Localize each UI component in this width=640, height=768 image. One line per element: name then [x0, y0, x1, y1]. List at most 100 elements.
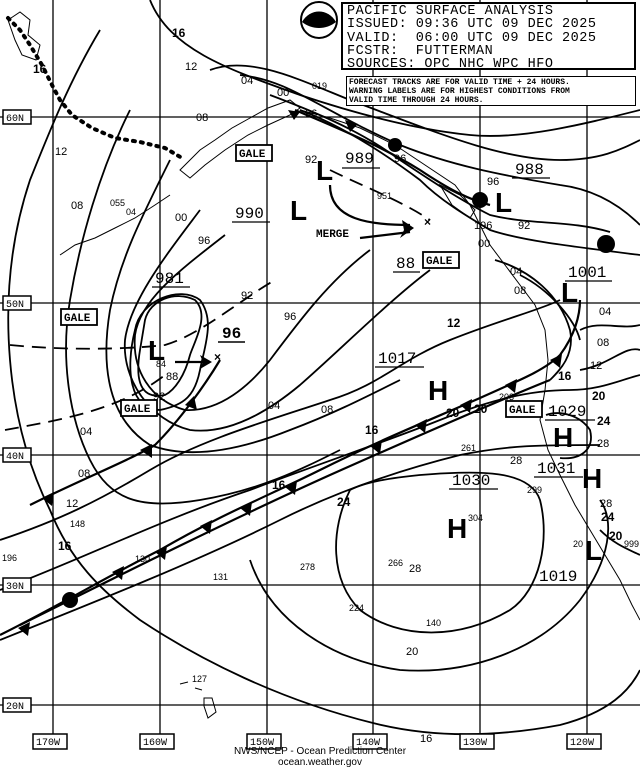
cold-front-secondary	[29, 359, 221, 506]
isobar	[65, 109, 341, 505]
cold-front-pip	[415, 419, 427, 433]
issued-time: ISSUED: 09:36 UTC 09 DEC 2025	[347, 17, 597, 33]
lat-label-box	[2, 295, 32, 311]
isobar-label: 12	[447, 316, 461, 330]
gale-warning: GALE	[64, 313, 91, 325]
station-value: 203	[499, 392, 514, 402]
fronts	[0, 108, 615, 636]
central-pressure: 989	[345, 150, 374, 168]
cold-front-pip	[185, 396, 197, 410]
stationary-front	[19, 378, 551, 626]
lat-label: 40N	[6, 452, 24, 463]
isobar	[545, 412, 592, 460]
cold-front-pip	[550, 354, 562, 368]
station-value: 84	[156, 359, 166, 369]
north-america-coast	[299, 109, 640, 621]
lon-label: 160W	[143, 738, 167, 749]
isobar-label: 96	[284, 311, 296, 323]
warm-front-pip	[388, 138, 402, 152]
arrowhead	[400, 220, 414, 238]
central-pressure: 1029	[548, 403, 586, 421]
lon-label-box	[459, 733, 495, 750]
latitude-labels: 60N 50N 40N 30N 20N	[2, 109, 32, 713]
cold-front-pip	[155, 546, 167, 560]
aleutian-islands	[59, 194, 171, 256]
station-value: 304	[468, 513, 483, 523]
low-center: L	[585, 535, 602, 566]
lon-label: 140W	[356, 738, 380, 749]
high-center: H	[447, 513, 467, 544]
cold-front-pip	[140, 444, 152, 458]
isobar-label: 24	[597, 414, 611, 428]
cold-front-pip	[42, 492, 54, 506]
gale-warning: GALE	[124, 404, 151, 416]
isobar-label: 20	[592, 389, 606, 403]
credit-agency: NWS/NCEP - Ocean Prediction Center	[233, 746, 407, 757]
station-value: 055	[110, 198, 125, 208]
arrowhead	[200, 355, 212, 369]
low-center: L	[561, 277, 578, 308]
trough-line	[9, 279, 276, 350]
front-pips	[18, 110, 615, 636]
sources: SOURCES: OPC NHC WPC HFO	[347, 57, 554, 73]
isobar-label: 16	[272, 478, 286, 492]
merge-annotation: MERGE	[316, 229, 349, 241]
isobar-label: 88	[166, 371, 178, 383]
isobar	[0, 299, 561, 541]
isobar	[129, 293, 209, 411]
isobar-label: 04	[510, 266, 522, 278]
notice-line: WARNING LABELS ARE FOR HIGHEST CONDITION…	[349, 87, 570, 96]
isobar-label: 08	[514, 285, 526, 297]
isobar	[299, 109, 640, 256]
central-pressure: 988	[515, 161, 544, 179]
lon-label-box	[352, 733, 388, 750]
isobar-label: 16	[58, 539, 72, 553]
isobar	[149, 0, 640, 137]
isobar-label: 12	[66, 498, 78, 510]
vancouver-island	[438, 183, 476, 219]
isobar-label: 08	[71, 200, 83, 212]
isobar-label: 96	[394, 153, 406, 165]
forecaster: FCSTR: FUTTERMAN	[347, 43, 494, 59]
station-value: 196	[2, 553, 17, 563]
isobar	[579, 324, 640, 331]
gale-warning-box	[60, 308, 98, 326]
alaska-peninsula-coast	[179, 99, 301, 179]
gale-warning: GALE	[239, 149, 266, 161]
isobar	[0, 444, 601, 641]
low-center: L	[148, 335, 165, 366]
station-value: 131	[213, 572, 228, 582]
station-value: 04	[126, 207, 136, 217]
lat-label: 50N	[6, 300, 24, 311]
low-center: L	[316, 155, 333, 186]
isobars	[0, 0, 640, 736]
isobar	[599, 529, 640, 556]
isobar-label: 16	[558, 369, 572, 383]
station-value: 278	[300, 562, 315, 572]
isobar-label: 92	[153, 391, 165, 403]
forecast-position-x: ×	[424, 215, 431, 229]
station-value: 148	[70, 519, 85, 529]
lon-label-box	[32, 733, 68, 750]
station-value: 261	[461, 443, 476, 453]
lat-label: 20N	[6, 702, 24, 713]
isobar-label: 12	[55, 146, 67, 158]
forecast-tracks: × ×	[175, 184, 431, 369]
isobar-label: 96	[487, 176, 499, 188]
high-center: H	[553, 422, 573, 453]
station-value: 299	[527, 485, 542, 495]
cold-front-pip	[112, 566, 124, 580]
lat-label: 30N	[6, 582, 24, 593]
station-value: 999	[624, 539, 639, 549]
gale-warning: GALE	[426, 256, 453, 268]
isobar-label: 20	[406, 646, 418, 658]
low-center: L	[495, 187, 512, 218]
isobar-label: 16	[172, 26, 186, 40]
isobar-label: 20	[446, 406, 460, 420]
hawaii-islands	[179, 681, 217, 719]
gale-warning-box	[505, 400, 543, 418]
cold-front-pip	[285, 481, 297, 495]
isobar	[105, 159, 401, 454]
lon-label-box	[566, 733, 602, 750]
